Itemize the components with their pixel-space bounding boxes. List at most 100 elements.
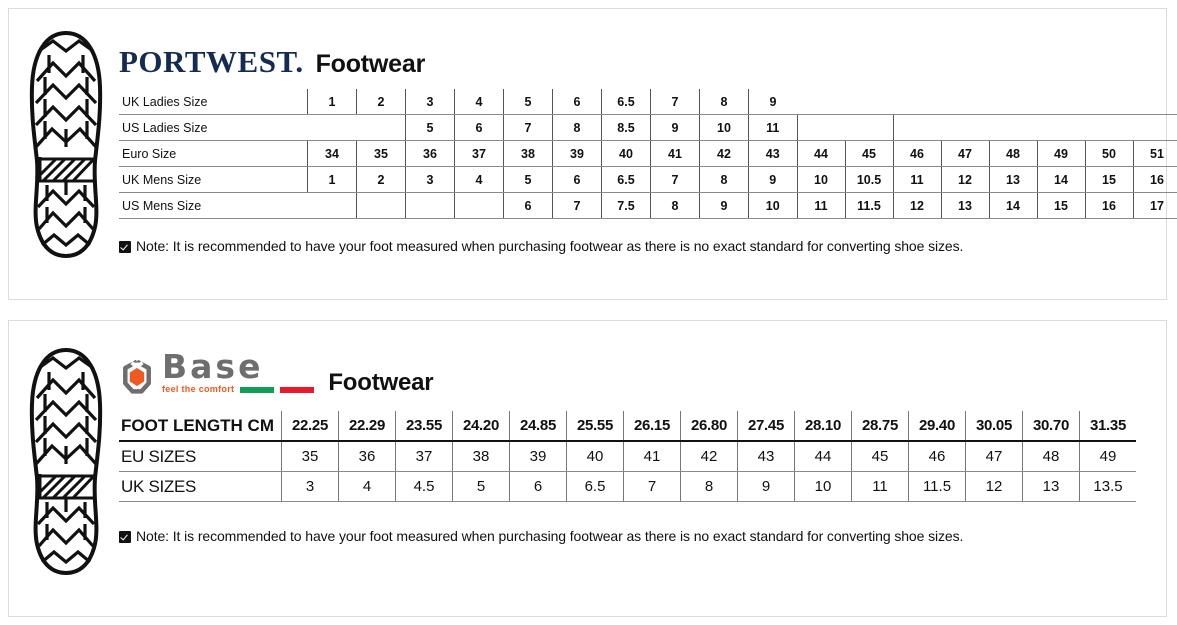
size-cell: 46 [892, 140, 941, 167]
size-cell-empty [307, 114, 357, 141]
size-cell: 5 [503, 89, 553, 115]
size-cell: 36 [338, 441, 396, 473]
size-cell: 40 [566, 441, 624, 473]
size-cell: 3 [405, 166, 455, 193]
size-cell-empty [1133, 114, 1177, 141]
size-cell: 27.45 [737, 411, 795, 443]
base-note: Note: It is recommended to have your foo… [119, 528, 1160, 544]
size-cell-empty [1037, 114, 1085, 141]
size-cell: 11 [796, 192, 845, 219]
size-cell: 41 [623, 441, 681, 473]
base-tagline-row: feel the comfort [162, 384, 315, 395]
size-cell: 9 [748, 89, 797, 115]
size-cell: 17 [1132, 192, 1177, 219]
size-cell-empty [356, 114, 406, 141]
size-cell: 7 [552, 192, 602, 219]
base-brand-row: Base feel the comfort Footwear [119, 321, 1160, 395]
size-cell: 42 [699, 140, 749, 167]
size-cell: 44 [796, 140, 845, 167]
size-cell: 40 [601, 140, 651, 167]
size-cell: 47 [965, 441, 1023, 473]
base-logo-text: Base [162, 347, 264, 386]
size-cell: 7 [650, 89, 700, 115]
size-cell: 50 [1084, 140, 1133, 167]
size-cell: 13 [988, 166, 1037, 193]
size-cell: 11 [892, 166, 941, 193]
size-cell-empty [845, 89, 893, 115]
size-cell-empty [1085, 89, 1133, 115]
size-cell: 3 [405, 89, 455, 115]
size-cell: 41 [650, 140, 700, 167]
size-cell: 11.5 [844, 192, 893, 219]
size-cell: 5 [405, 114, 455, 141]
size-cell: 11.5 [908, 471, 966, 503]
size-cell-empty [1133, 89, 1177, 115]
size-cell: 22.29 [338, 411, 396, 443]
size-cell: 7 [623, 471, 681, 503]
base-content: Base feel the comfort Footwear FOOT LENG… [119, 321, 1160, 544]
size-cell: 15 [1084, 166, 1133, 193]
size-cell: 16 [1084, 192, 1133, 219]
size-cell: 22.25 [281, 411, 339, 443]
table-row: US Ladies Size 5 6 7 8 8.5 9 10 11 [119, 114, 1177, 141]
shoe-sole-icon [27, 29, 105, 264]
size-cell: 48 [988, 140, 1037, 167]
size-cell: 6 [454, 114, 504, 141]
size-cell: 37 [395, 441, 453, 473]
size-cell: 6.5 [601, 166, 651, 193]
size-cell: 24.20 [452, 411, 510, 443]
size-cell-empty [454, 192, 504, 219]
size-cell: 6.5 [601, 89, 651, 115]
italian-flag-green-bar [240, 386, 275, 393]
size-cell: 49 [1079, 441, 1136, 473]
shoe-sole-icon [27, 346, 105, 581]
size-cell: 44 [794, 441, 852, 473]
size-cell-empty [989, 114, 1037, 141]
size-cell: 48 [1022, 441, 1080, 473]
size-cell: 5 [503, 166, 553, 193]
size-cell: 6 [552, 166, 602, 193]
portwest-content: PORTWEST. Footwear UK Ladies Size 1 2 3 … [119, 9, 1177, 254]
size-cell-empty [1085, 114, 1133, 141]
size-cell: 8.5 [601, 114, 651, 141]
size-cell: 12 [940, 166, 989, 193]
portwest-logo: PORTWEST. [119, 44, 304, 79]
size-cell: 9 [748, 166, 797, 193]
size-cell: 13 [940, 192, 989, 219]
base-table-body: FOOT LENGTH CM 22.25 22.29 23.55 24.20 2… [119, 411, 1136, 503]
size-cell-empty [941, 114, 989, 141]
row-label: FOOT LENGTH CM [119, 411, 282, 443]
portwest-category-label: Footwear [315, 50, 426, 78]
italian-flag-red-bar [280, 386, 315, 393]
size-cell: 7 [503, 114, 553, 141]
base-tagline: feel the comfort [162, 384, 235, 395]
size-cell: 25.55 [566, 411, 624, 443]
size-cell-empty [1037, 89, 1085, 115]
size-cell: 23.55 [395, 411, 453, 443]
table-row: Euro Size 34 35 36 37 38 39 40 41 42 43 … [119, 140, 1177, 167]
size-cell: 26.80 [680, 411, 738, 443]
row-label: UK Ladies Size [119, 89, 308, 115]
size-cell-empty [796, 114, 845, 141]
size-cell: 14 [1036, 166, 1085, 193]
size-cell: 8 [699, 89, 749, 115]
size-cell: 5 [452, 471, 510, 503]
size-cell: 4 [454, 89, 504, 115]
row-label: Euro Size [119, 140, 308, 167]
checkbox-icon [119, 241, 131, 253]
size-cell: 11 [851, 471, 909, 503]
size-cell: 2 [356, 166, 406, 193]
size-cell: 47 [940, 140, 989, 167]
size-cell: 39 [509, 441, 567, 473]
size-cell: 8 [699, 166, 749, 193]
size-cell: 10 [796, 166, 845, 193]
size-cell-empty [405, 192, 455, 219]
size-cell-empty [941, 89, 989, 115]
size-cell: 2 [356, 89, 406, 115]
table-row: UK SIZES 3 4 4.5 5 6 6.5 7 8 9 10 11 11.… [119, 471, 1136, 503]
size-cell: 12 [892, 192, 941, 219]
row-label: EU SIZES [119, 441, 282, 473]
size-cell: 13.5 [1079, 471, 1136, 503]
size-cell: 8 [680, 471, 738, 503]
